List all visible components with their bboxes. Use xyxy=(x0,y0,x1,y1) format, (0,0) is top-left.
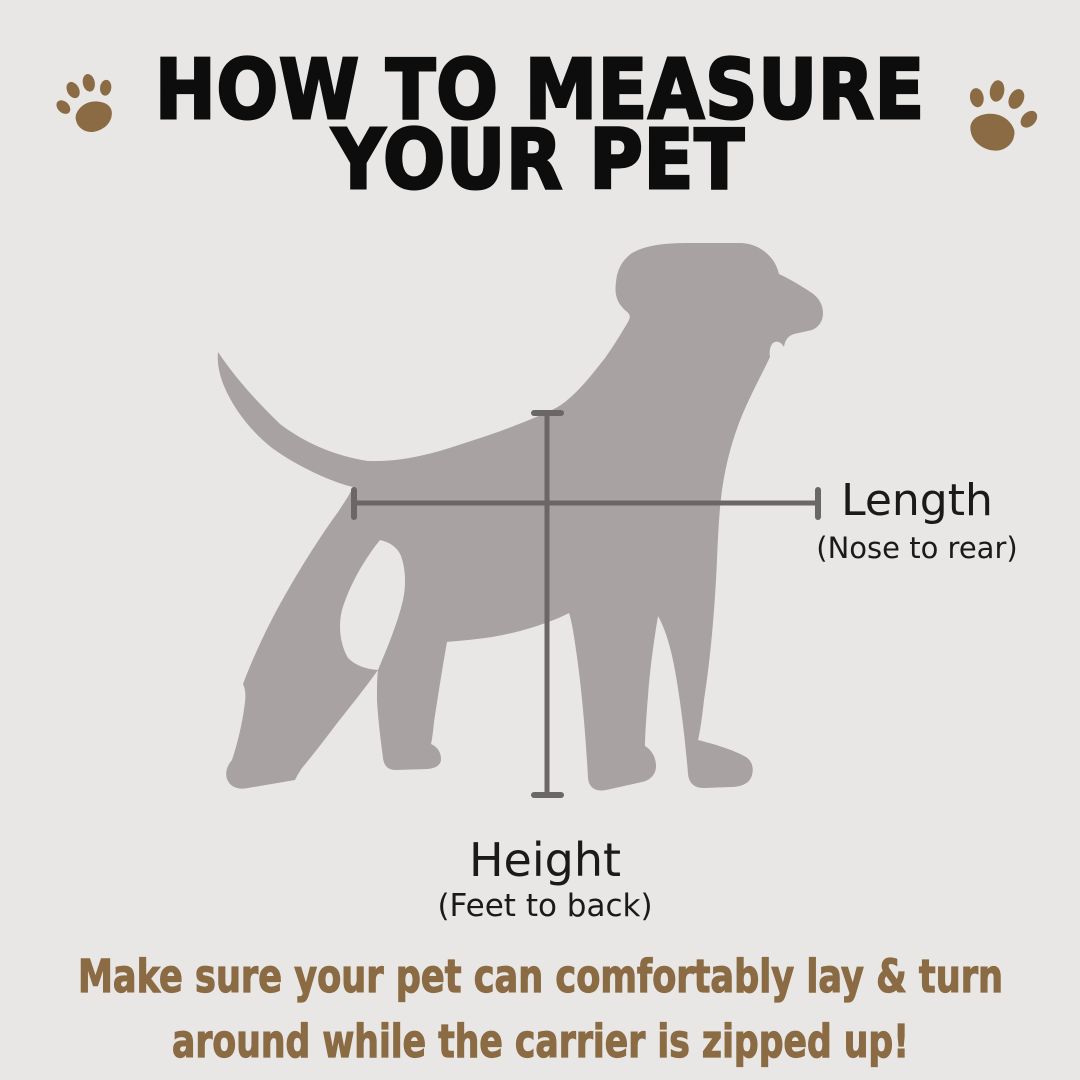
page-title-line2: YOUR PET xyxy=(331,113,745,208)
footer-note-line2: around while the carrier is zipped up! xyxy=(172,1015,909,1068)
footer-note-line1: Make sure your pet can comfortably lay &… xyxy=(78,950,1003,1003)
height-measure-line xyxy=(531,410,564,798)
height-label: Height xyxy=(469,833,621,887)
length-label: Length xyxy=(841,475,993,526)
height-sublabel: (Feet to back) xyxy=(437,888,652,924)
page-title-line1: HOW TO MEASURE xyxy=(155,43,925,138)
dog-silhouette xyxy=(217,243,823,791)
length-measure-line xyxy=(351,487,821,520)
paw-print-icon xyxy=(969,80,1038,151)
length-sublabel: (Nose to rear) xyxy=(816,531,1017,565)
paw-print-icon xyxy=(56,74,112,132)
